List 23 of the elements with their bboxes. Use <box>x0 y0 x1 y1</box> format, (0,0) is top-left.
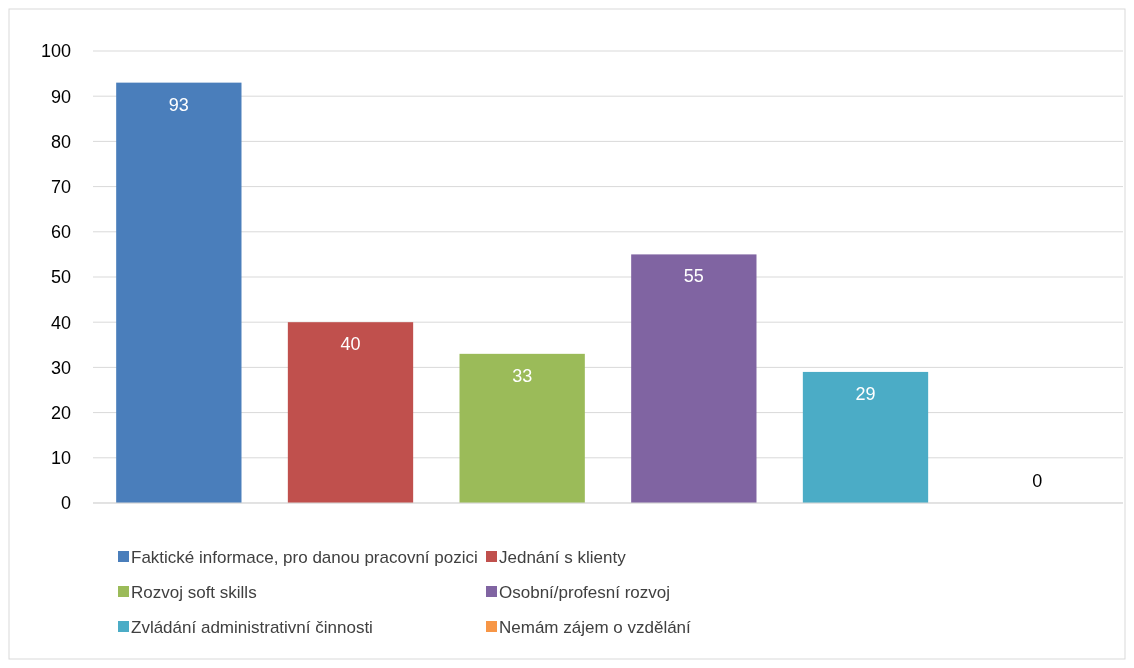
y-tick-label: 50 <box>50 267 71 288</box>
y-tick-label: 0 <box>60 493 71 514</box>
data-label: 93 <box>168 94 189 115</box>
legend-label: Faktické informace, pro danou pracovní pozici <box>131 547 478 567</box>
legend-label: Osobní/profesní rozvoj <box>499 582 671 602</box>
data-label: 55 <box>683 266 704 287</box>
legend-label: Jednání s klienty <box>499 547 627 567</box>
y-tick-label: 60 <box>50 222 71 243</box>
y-tick-label: 80 <box>50 131 71 152</box>
y-tick-label: 20 <box>50 402 71 423</box>
y-tick-label: 100 <box>40 41 71 62</box>
y-tick-label: 70 <box>50 176 71 197</box>
legend-label: Rozvoj soft skills <box>131 582 257 602</box>
data-label: 29 <box>855 383 876 404</box>
y-tick-label: 30 <box>50 357 71 378</box>
legend-label: Zvládání administrativní činnosti <box>131 617 373 637</box>
y-tick-label: 40 <box>50 312 71 333</box>
legend-label: Nemám zájem o vzdělání <box>499 617 692 637</box>
data-label: 0 <box>1032 471 1043 491</box>
data-label: 33 <box>512 365 533 386</box>
data-label: 40 <box>340 334 361 355</box>
y-tick-label: 10 <box>50 448 71 469</box>
y-tick-label: 90 <box>50 86 71 107</box>
